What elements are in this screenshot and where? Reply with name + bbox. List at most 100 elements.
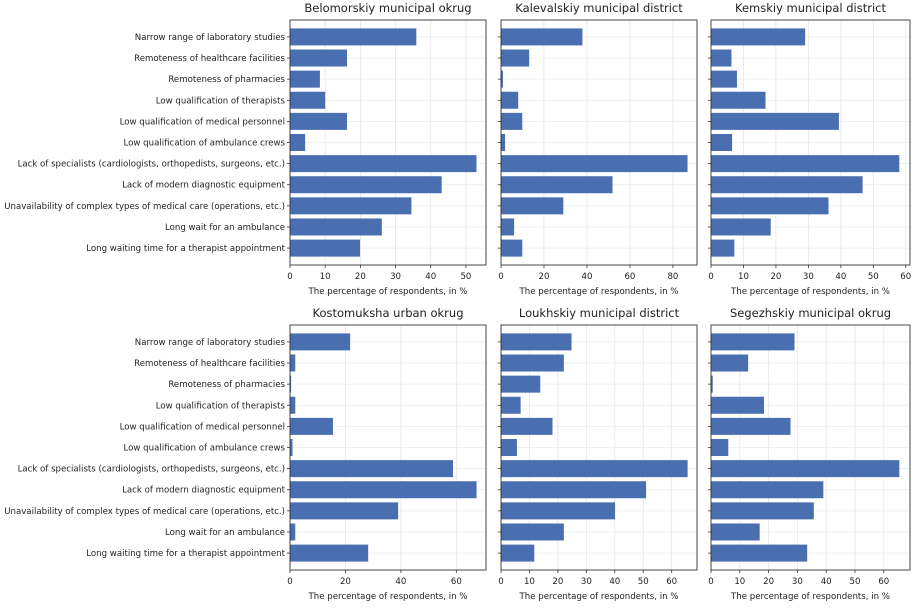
- x-axis-label: The percentage of respondents, in %: [308, 592, 468, 602]
- x-tick-label: 40: [821, 577, 832, 587]
- bar: [711, 91, 766, 109]
- panel: Narrow range of laboratory studies Remote…: [4, 1, 487, 297]
- bar: [711, 176, 863, 194]
- x-axis-label: The percentage of respondents, in %: [730, 592, 890, 602]
- bar: [711, 333, 795, 351]
- category-label: Low qualification of therapists: [156, 96, 286, 106]
- category-label: Long wait for an ambulance: [165, 528, 285, 538]
- category-label: Long wait for an ambulance: [165, 223, 285, 233]
- bar: [711, 134, 733, 151]
- x-tick-label: 0: [708, 272, 713, 282]
- x-tick-label: 0: [287, 272, 292, 282]
- x-tick-label: 40: [425, 272, 436, 282]
- panel-title: Kalevalskiy municipal district: [515, 1, 683, 15]
- x-tick-label: 50: [868, 272, 879, 282]
- category-label: Low qualification of therapists: [156, 401, 286, 411]
- category-label: Low qualification of ambulance crews: [124, 444, 286, 454]
- panel-title: Loukhskiy municipal district: [519, 306, 680, 320]
- bar: [501, 481, 647, 499]
- bar: [290, 481, 477, 499]
- panel: 0 10 20 30 40 50 60 The percentage of responden…: [708, 1, 911, 297]
- bar: [501, 112, 523, 130]
- x-tick-label: 30: [581, 577, 592, 587]
- bar: [290, 112, 348, 130]
- x-tick-label: 40: [581, 272, 592, 282]
- bar: [711, 375, 713, 393]
- bar: [711, 396, 764, 414]
- category-label: Remoteness of pharmacies: [168, 75, 285, 85]
- bar: [290, 354, 296, 372]
- x-tick-label: 60: [900, 272, 911, 282]
- bar: [501, 134, 506, 151]
- bar: [501, 49, 530, 67]
- x-tick-label: 50: [460, 272, 471, 282]
- bar: [711, 439, 729, 456]
- x-tick-label: 40: [395, 577, 406, 587]
- bar: [290, 502, 399, 520]
- x-axis-label: The percentage of respondents, in %: [308, 287, 468, 297]
- bar: [501, 70, 503, 88]
- x-tick-label: 20: [552, 577, 563, 587]
- category-label: Long waiting time for a therapist appoin…: [86, 244, 285, 254]
- bar: [501, 417, 553, 435]
- category-label: Lack of specialists (cardiologists, orth…: [18, 465, 285, 475]
- category-label: Remoteness of healthcare facilities: [134, 54, 285, 64]
- x-tick-label: 20: [539, 272, 550, 282]
- bar: [290, 49, 348, 67]
- bar: [290, 439, 293, 456]
- bar: [711, 70, 737, 88]
- bar: [290, 134, 306, 151]
- bar: [290, 197, 412, 215]
- x-tick-label: 50: [638, 577, 649, 587]
- bar: [711, 481, 824, 499]
- x-tick-label: 50: [850, 577, 861, 587]
- x-tick-label: 80: [667, 272, 678, 282]
- category-label: Low qualification of medical personnel: [120, 422, 285, 432]
- x-axis-label: The percentage of respondents, in %: [519, 592, 679, 602]
- category-label: Remoteness of pharmacies: [168, 380, 285, 390]
- category-label: Lack of modern diagnostic equipment: [122, 486, 286, 496]
- panel-title: Kostomuksha urban okrug: [313, 306, 464, 320]
- bar: [711, 417, 791, 435]
- category-label: Low qualification of ambulance crews: [124, 139, 286, 149]
- bar: [711, 197, 829, 215]
- x-tick-label: 30: [792, 577, 803, 587]
- x-tick-label: 30: [390, 272, 401, 282]
- bar: [501, 28, 583, 46]
- category-label: Narrow range of laboratory studies: [135, 33, 286, 43]
- x-tick-label: 20: [355, 272, 366, 282]
- bar: [290, 544, 369, 562]
- bar: [501, 544, 535, 562]
- bar: [711, 460, 900, 478]
- x-axis-label: The percentage of respondents, in %: [730, 287, 890, 297]
- bar: [501, 155, 688, 173]
- bar: [501, 460, 688, 478]
- bar: [501, 375, 541, 393]
- bar: [501, 91, 519, 109]
- bar: [711, 544, 808, 562]
- x-tick-label: 0: [287, 577, 292, 587]
- bar: [501, 176, 613, 194]
- bar: [290, 375, 292, 393]
- x-axis-label: The percentage of respondents, in %: [519, 287, 679, 297]
- bar: [711, 354, 749, 372]
- category-label: Unavailability of complex types of medic…: [4, 202, 285, 212]
- bar: [290, 239, 361, 257]
- bar: [711, 502, 814, 520]
- x-tick-label: 40: [835, 272, 846, 282]
- bar: [290, 218, 382, 236]
- x-tick-label: 20: [763, 577, 774, 587]
- panel: 0 20 40 60 80 The percentage of respondents, …: [498, 1, 698, 297]
- category-label: Low qualification of medical personnel: [120, 117, 285, 127]
- bar: [501, 396, 521, 414]
- bar: [501, 218, 515, 236]
- x-tick-label: 0: [708, 577, 713, 587]
- panel: 0 10 20 30 40 50 60 The percentage of responden…: [498, 306, 698, 602]
- bar: [711, 112, 839, 130]
- bar: [290, 28, 417, 46]
- bar: [711, 49, 732, 67]
- bar: [501, 239, 523, 257]
- category-label: Remoteness of healthcare facilities: [134, 359, 285, 369]
- bar: [711, 155, 900, 173]
